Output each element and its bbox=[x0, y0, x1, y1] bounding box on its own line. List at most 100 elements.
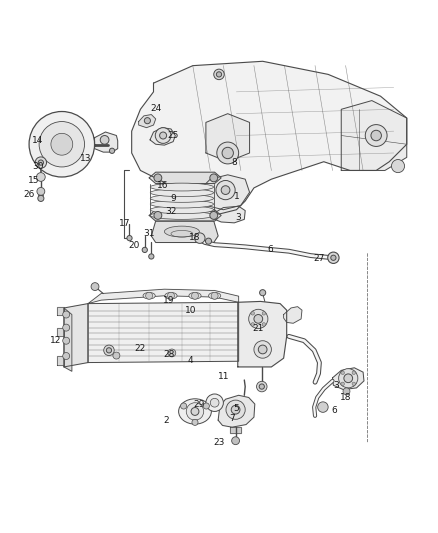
Text: 23: 23 bbox=[213, 438, 225, 447]
Polygon shape bbox=[218, 395, 255, 427]
Polygon shape bbox=[206, 114, 250, 161]
Circle shape bbox=[341, 371, 344, 375]
Text: 22: 22 bbox=[135, 344, 146, 353]
Polygon shape bbox=[57, 356, 64, 365]
Circle shape bbox=[106, 348, 112, 353]
Circle shape bbox=[146, 292, 152, 299]
Circle shape bbox=[168, 349, 176, 357]
Text: 25: 25 bbox=[167, 131, 179, 140]
Circle shape bbox=[51, 133, 73, 155]
Polygon shape bbox=[284, 306, 302, 323]
Text: 13: 13 bbox=[80, 154, 92, 163]
Circle shape bbox=[63, 337, 70, 344]
Ellipse shape bbox=[208, 293, 221, 299]
Circle shape bbox=[206, 394, 223, 411]
Circle shape bbox=[159, 132, 166, 139]
Circle shape bbox=[210, 174, 218, 182]
Circle shape bbox=[145, 118, 150, 124]
Circle shape bbox=[217, 142, 239, 164]
Circle shape bbox=[260, 289, 266, 296]
Ellipse shape bbox=[165, 293, 177, 299]
Text: 8: 8 bbox=[231, 158, 237, 167]
Polygon shape bbox=[151, 221, 218, 243]
Circle shape bbox=[29, 111, 95, 177]
Polygon shape bbox=[88, 302, 239, 362]
Text: 19: 19 bbox=[163, 296, 174, 305]
Circle shape bbox=[221, 185, 230, 195]
Polygon shape bbox=[57, 306, 64, 316]
Ellipse shape bbox=[179, 399, 212, 424]
Circle shape bbox=[154, 212, 162, 220]
Circle shape bbox=[35, 157, 46, 168]
Polygon shape bbox=[332, 368, 364, 390]
Circle shape bbox=[167, 292, 174, 299]
Text: 29: 29 bbox=[194, 400, 205, 408]
Text: 32: 32 bbox=[165, 207, 177, 216]
Polygon shape bbox=[149, 210, 221, 221]
Circle shape bbox=[371, 130, 381, 141]
Circle shape bbox=[352, 371, 356, 375]
Text: 9: 9 bbox=[170, 195, 176, 203]
Circle shape bbox=[63, 352, 70, 359]
Ellipse shape bbox=[189, 293, 201, 299]
Circle shape bbox=[232, 437, 240, 445]
Circle shape bbox=[254, 341, 272, 358]
Circle shape bbox=[63, 324, 70, 331]
Circle shape bbox=[262, 312, 265, 315]
Polygon shape bbox=[201, 175, 250, 210]
Text: 15: 15 bbox=[28, 175, 39, 184]
Circle shape bbox=[191, 292, 198, 299]
Circle shape bbox=[154, 174, 162, 182]
Circle shape bbox=[214, 69, 224, 79]
Text: 26: 26 bbox=[23, 190, 35, 199]
Text: 18: 18 bbox=[189, 233, 201, 242]
Text: 17: 17 bbox=[120, 219, 131, 228]
Circle shape bbox=[210, 398, 219, 407]
Circle shape bbox=[222, 147, 233, 159]
Text: 31: 31 bbox=[143, 229, 155, 238]
Circle shape bbox=[328, 252, 339, 263]
Circle shape bbox=[365, 125, 387, 147]
Polygon shape bbox=[149, 172, 221, 183]
Circle shape bbox=[104, 345, 114, 356]
Polygon shape bbox=[230, 427, 241, 433]
Polygon shape bbox=[57, 328, 64, 336]
Circle shape bbox=[262, 322, 265, 326]
Circle shape bbox=[251, 312, 254, 315]
Text: 20: 20 bbox=[128, 241, 140, 250]
Text: 28: 28 bbox=[163, 350, 174, 359]
Circle shape bbox=[344, 374, 353, 383]
Polygon shape bbox=[95, 132, 118, 152]
Circle shape bbox=[339, 369, 358, 388]
Polygon shape bbox=[341, 101, 407, 171]
Text: 3: 3 bbox=[333, 381, 339, 390]
Ellipse shape bbox=[150, 206, 214, 214]
Polygon shape bbox=[139, 115, 155, 128]
Polygon shape bbox=[238, 302, 287, 367]
Circle shape bbox=[331, 255, 336, 261]
Circle shape bbox=[100, 135, 109, 144]
Text: 10: 10 bbox=[185, 305, 196, 314]
Polygon shape bbox=[88, 289, 239, 304]
Circle shape bbox=[211, 292, 218, 299]
Circle shape bbox=[180, 403, 187, 409]
Text: 3: 3 bbox=[236, 213, 241, 222]
Polygon shape bbox=[64, 308, 72, 372]
Text: 4: 4 bbox=[188, 356, 194, 365]
Ellipse shape bbox=[150, 189, 214, 197]
Text: 21: 21 bbox=[253, 324, 264, 333]
Circle shape bbox=[318, 402, 328, 413]
Circle shape bbox=[210, 212, 218, 220]
Polygon shape bbox=[132, 61, 407, 214]
Circle shape bbox=[192, 419, 198, 425]
Circle shape bbox=[216, 181, 235, 200]
Ellipse shape bbox=[164, 226, 199, 237]
Circle shape bbox=[205, 238, 212, 244]
Circle shape bbox=[37, 188, 45, 195]
Ellipse shape bbox=[143, 293, 155, 299]
Circle shape bbox=[38, 160, 43, 165]
Circle shape bbox=[142, 247, 148, 253]
Circle shape bbox=[254, 314, 263, 323]
Circle shape bbox=[259, 384, 265, 389]
Text: 24: 24 bbox=[150, 104, 161, 113]
